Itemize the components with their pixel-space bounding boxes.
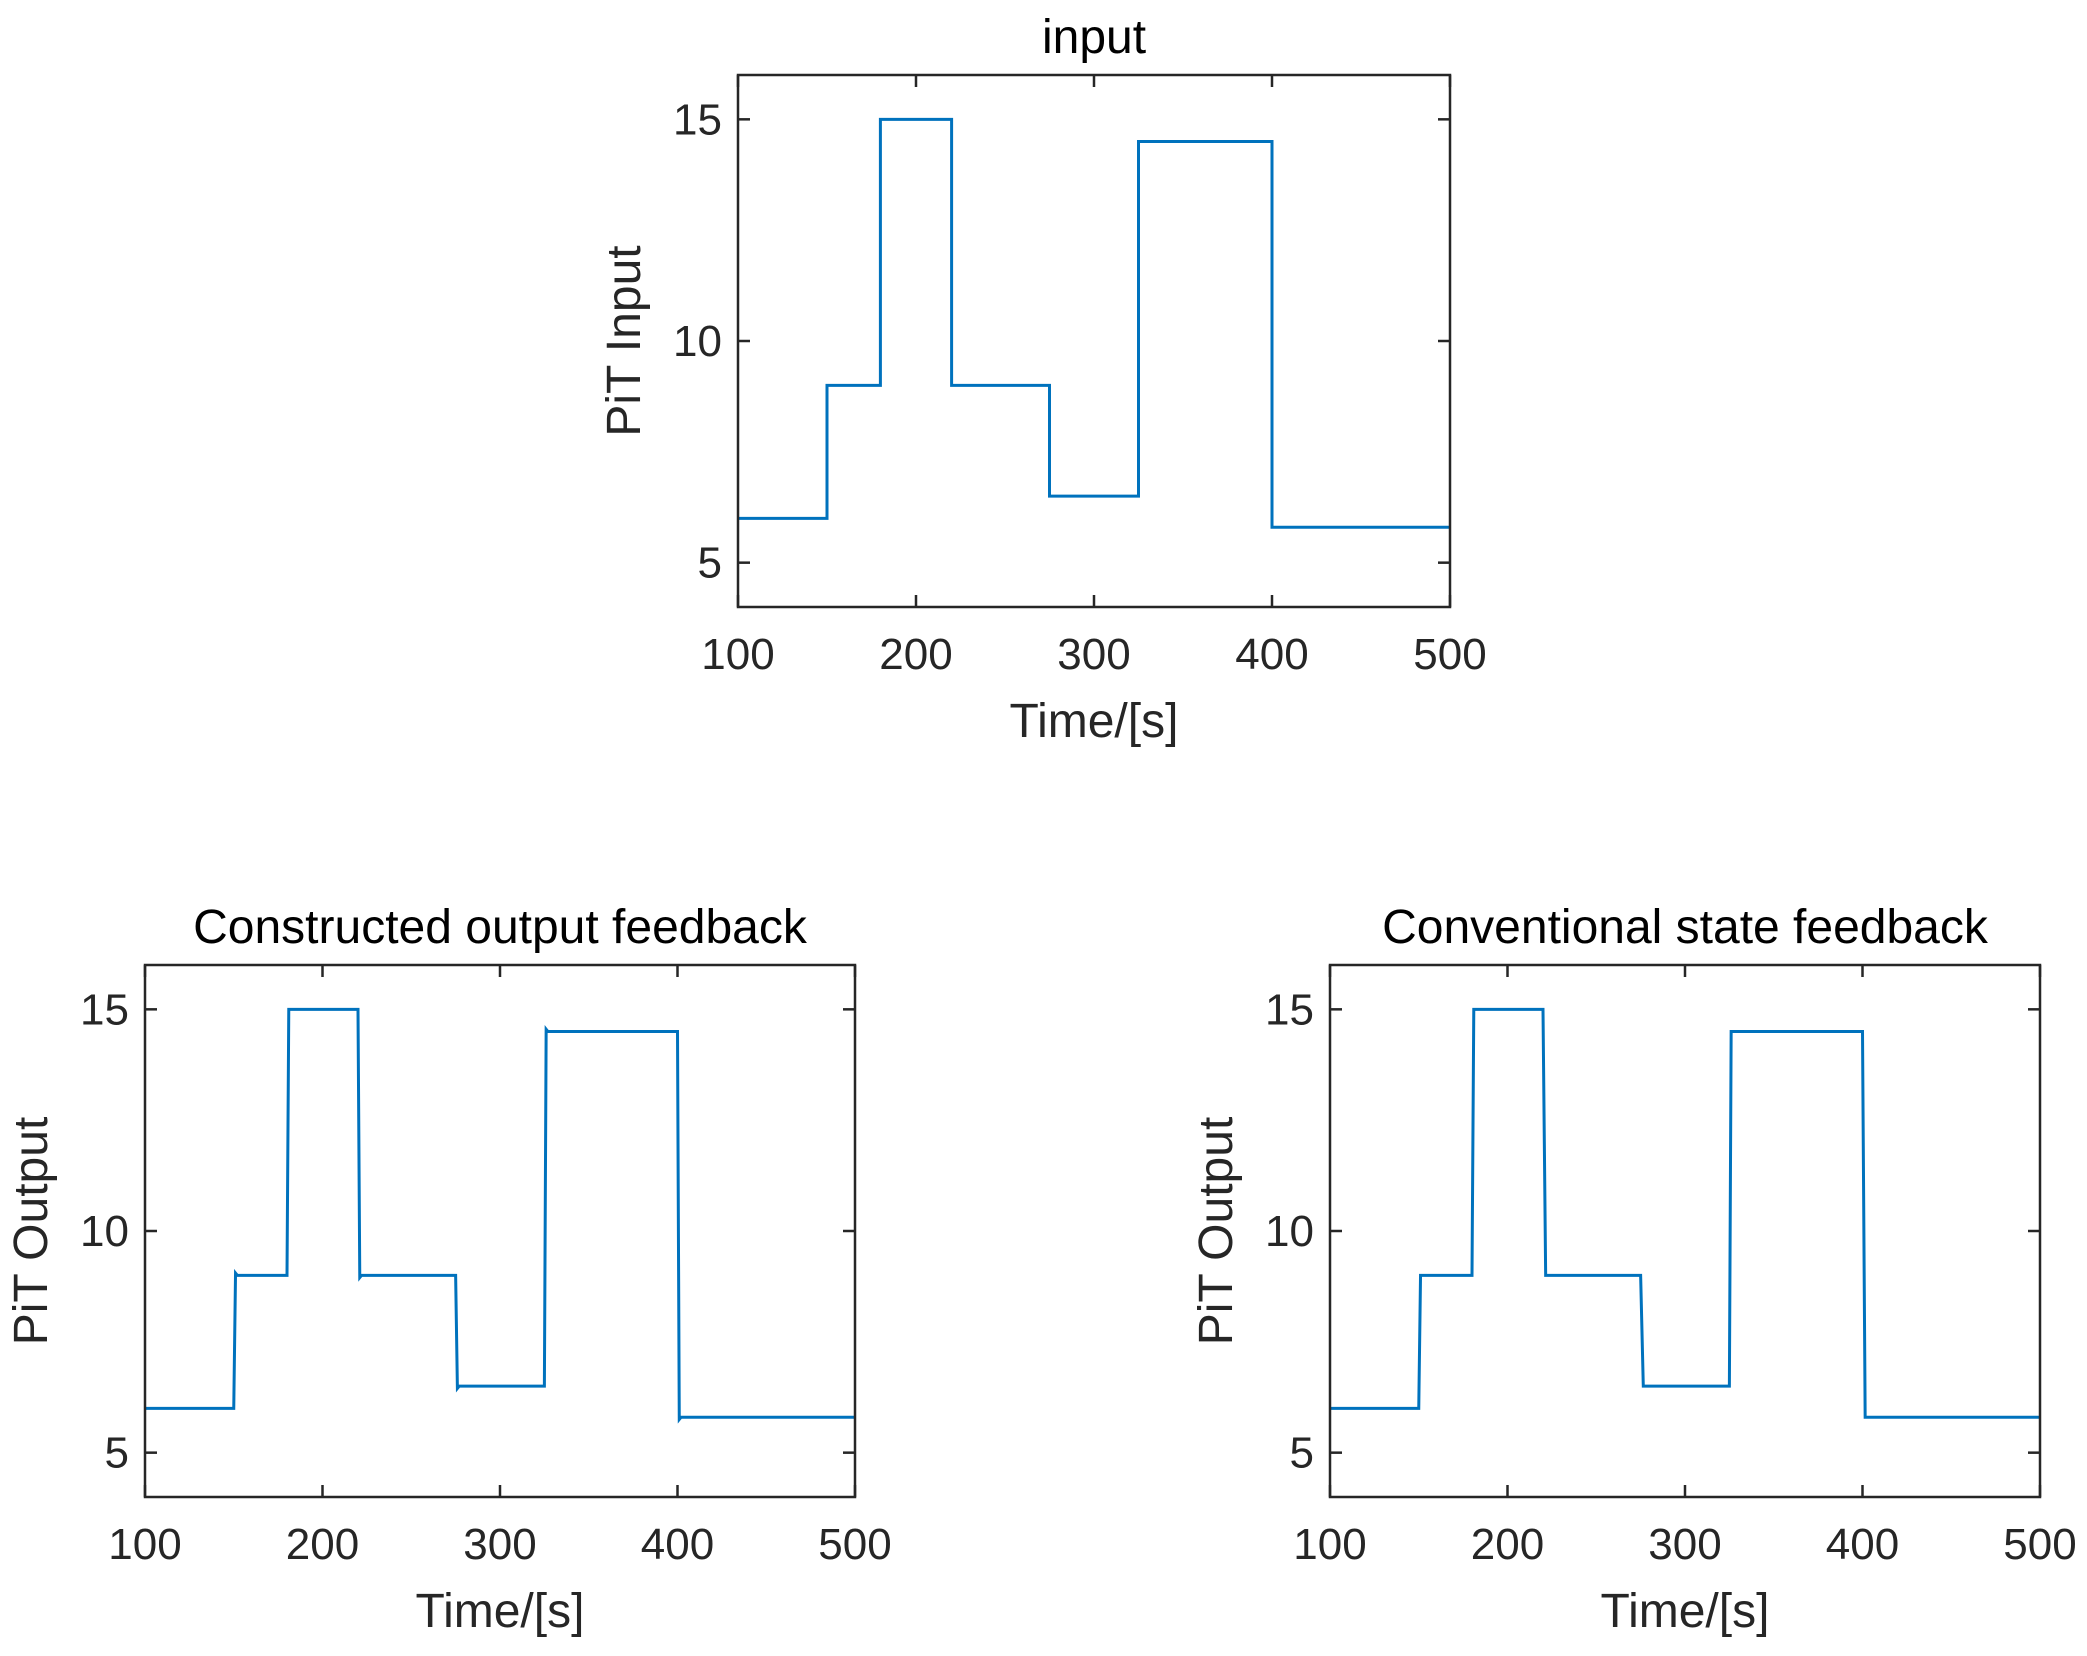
- x-tick-label-constructed-200: 200: [286, 1520, 359, 1569]
- y-tick-label-constructed-5: 5: [105, 1429, 129, 1478]
- x-tick-label-input-300: 300: [1057, 630, 1130, 679]
- x-axis-label-conventional: Time/[s]: [1601, 1585, 1770, 1638]
- x-tick-label-constructed-500: 500: [818, 1520, 891, 1569]
- y-tick-label-input-10: 10: [673, 317, 722, 366]
- y-tick-label-conventional-15: 15: [1265, 985, 1314, 1034]
- y-tick-label-conventional-10: 10: [1265, 1207, 1314, 1256]
- x-axis-label-constructed: Time/[s]: [416, 1585, 585, 1638]
- y-tick-label-conventional-5: 5: [1290, 1429, 1314, 1478]
- y-tick-label-constructed-15: 15: [80, 985, 129, 1034]
- chart-conventional: 100 200 300 400 500 5 10 15 Conventional state f…: [1190, 901, 2077, 1638]
- chart-title-constructed: Constructed output feedback: [193, 901, 808, 954]
- y-tick-label-input-15: 15: [673, 95, 722, 144]
- chart-title-input: input: [1042, 11, 1146, 64]
- y-axis-label-input: PiT Input: [598, 245, 651, 436]
- x-tick-label-constructed-300: 300: [463, 1520, 536, 1569]
- x-axis-label-input: Time/[s]: [1010, 695, 1179, 748]
- y-axis-label-conventional: PiT Output: [1190, 1117, 1243, 1346]
- chart-constructed: 100 200 300 400 500 5 10 15 Constructed output f…: [5, 901, 892, 1638]
- chart-input: 100 200 300 400 500 5 10 15 input Time/[s] PiT Inp…: [598, 11, 1487, 748]
- x-tick-label-conventional-100: 100: [1293, 1520, 1366, 1569]
- x-tick-label-input-500: 500: [1413, 630, 1486, 679]
- x-tick-label-input-100: 100: [701, 630, 774, 679]
- series-line-constructed: [145, 1007, 855, 1424]
- x-tick-label-conventional-300: 300: [1648, 1520, 1721, 1569]
- y-tick-label-constructed-10: 10: [80, 1207, 129, 1256]
- x-tick-label-conventional-500: 500: [2003, 1520, 2076, 1569]
- x-tick-label-conventional-400: 400: [1826, 1520, 1899, 1569]
- series-line-input: [738, 117, 1450, 529]
- series-line-conventional: [1330, 1007, 2040, 1419]
- chart-title-conventional: Conventional state feedback: [1382, 901, 1989, 954]
- x-tick-label-constructed-100: 100: [108, 1520, 181, 1569]
- x-tick-label-input-400: 400: [1235, 630, 1308, 679]
- y-axis-label-constructed: PiT Output: [5, 1117, 58, 1346]
- y-tick-label-input-5: 5: [698, 539, 722, 588]
- x-tick-label-constructed-400: 400: [641, 1520, 714, 1569]
- x-tick-label-conventional-200: 200: [1471, 1520, 1544, 1569]
- x-tick-label-input-200: 200: [879, 630, 952, 679]
